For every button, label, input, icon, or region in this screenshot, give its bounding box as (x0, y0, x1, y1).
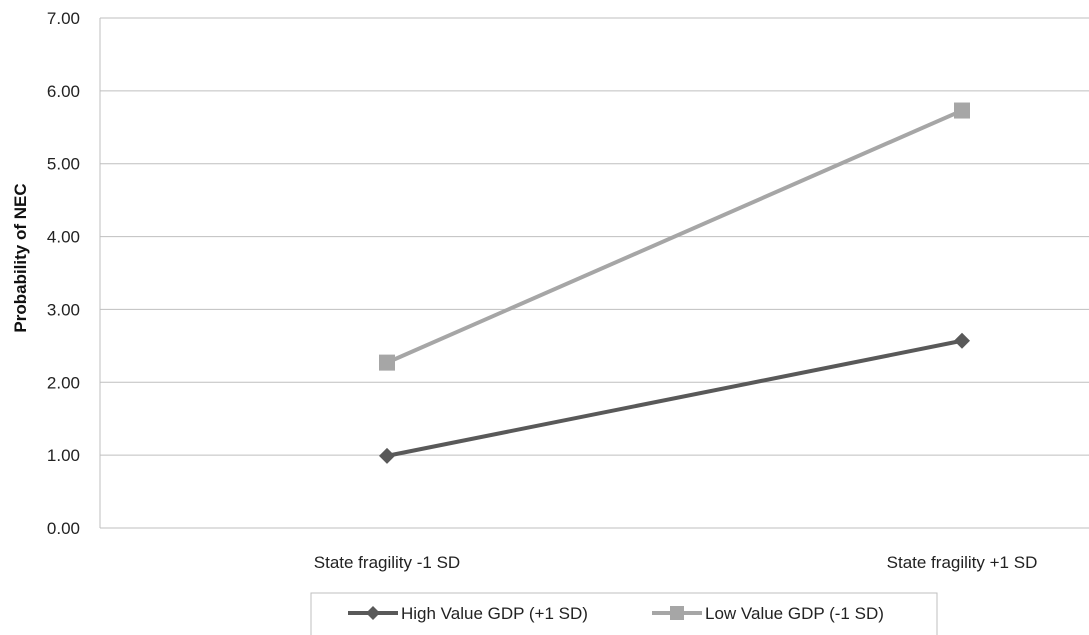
series-group (379, 332, 970, 464)
y-tick-label: 1.00 (47, 446, 80, 465)
y-tick-label: 2.00 (47, 373, 80, 392)
y-tick-label: 6.00 (47, 82, 80, 101)
diamond-marker (954, 332, 970, 349)
x-tick-label: State fragility -1 SD (314, 553, 460, 572)
series-line (386, 338, 963, 458)
y-axis-ticks: 0.00 1.00 2.00 3.00 4.00 5.00 6.00 7.00 (47, 9, 80, 538)
legend-box (310, 592, 938, 635)
gridlines (99, 17, 1089, 529)
series (379, 102, 970, 464)
diamond-marker (379, 447, 395, 464)
legend-item: Low Value GDP (-1 SD) (652, 604, 884, 623)
legend-label: High Value GDP (+1 SD) (401, 604, 588, 623)
square-marker (379, 354, 395, 371)
legend-item: High Value GDP (+1 SD) (348, 604, 588, 623)
y-tick-label: 4.00 (47, 228, 80, 247)
diamond-marker (366, 606, 380, 620)
series-line (386, 108, 963, 365)
legend: High Value GDP (+1 SD) Low Value GDP (-1 … (310, 592, 938, 635)
y-tick-label: 0.00 (47, 519, 80, 538)
y-tick-label: 3.00 (47, 300, 80, 319)
y-tick-label: 7.00 (47, 9, 80, 28)
x-axis-ticks: State fragility -1 SD State fragility +1 … (314, 553, 1038, 572)
y-tick-label: 5.00 (47, 155, 80, 174)
square-marker (954, 102, 970, 119)
legend-label: Low Value GDP (-1 SD) (705, 604, 884, 623)
square-marker (670, 606, 684, 620)
x-tick-label: State fragility +1 SD (887, 553, 1038, 572)
y-axis-title: Probability of NEC (11, 183, 30, 332)
series-group (379, 102, 970, 371)
